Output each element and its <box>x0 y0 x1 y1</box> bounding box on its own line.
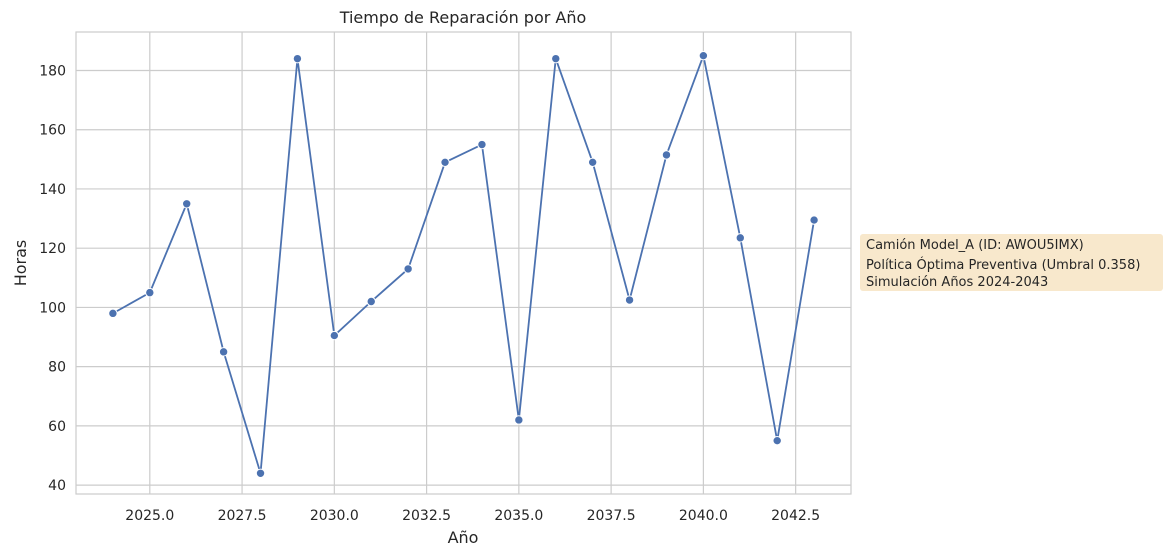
data-point <box>292 53 303 64</box>
grid <box>76 32 851 494</box>
x-tick-label: 2027.5 <box>218 508 267 524</box>
x-tick-label: 2042.5 <box>771 508 820 524</box>
data-point <box>329 330 340 341</box>
y-tick-label: 160 <box>39 123 66 139</box>
y-tick-label: 80 <box>48 360 66 376</box>
series-points <box>108 50 819 478</box>
y-axis-label: Horas <box>11 240 30 287</box>
data-point <box>182 199 192 209</box>
x-tick-label: 2040.0 <box>679 508 728 524</box>
x-tick-label: 2032.5 <box>402 508 451 524</box>
x-tick-label: 2037.5 <box>587 508 636 524</box>
data-point <box>698 50 709 61</box>
y-tick-label: 60 <box>48 419 66 435</box>
y-tick-label: 40 <box>48 478 66 494</box>
data-point <box>735 233 745 243</box>
y-tick-label: 140 <box>39 182 66 198</box>
y-tick-label: 180 <box>39 64 66 80</box>
data-point <box>661 150 672 160</box>
chart-title: Tiempo de Reparación por Año <box>339 8 587 27</box>
x-tick-label: 2035.0 <box>494 508 543 524</box>
data-point <box>218 347 229 357</box>
x-axis: 2025.0 2027.5 2030.0 2032.5 2035.0 2037.5 2040… <box>125 508 820 524</box>
plot-frame <box>75 31 852 495</box>
y-tick-label: 120 <box>39 241 66 257</box>
data-point <box>477 139 487 150</box>
x-tick-label: 2025.0 <box>125 508 174 524</box>
x-axis-label: Año <box>448 528 479 547</box>
data-point <box>440 157 450 168</box>
annotation-background <box>860 234 1163 291</box>
y-axis: 40 60 80 100 120 140 160 180 <box>39 64 66 495</box>
data-point <box>624 295 635 305</box>
data-point <box>108 308 118 319</box>
data-point <box>366 296 376 307</box>
series-line <box>112 52 815 474</box>
y-tick-label: 100 <box>39 300 66 316</box>
annotation-line-2: Política Óptima Preventiva (Umbral 0.358… <box>866 257 1140 273</box>
data-point <box>403 264 413 274</box>
data-point <box>514 415 524 425</box>
annotation-box: Camión Model_A (ID: AWOU5IMX) Política Ó… <box>860 234 1163 291</box>
data-point <box>772 435 782 446</box>
annotation-line-3: Simulación Años 2024-2043 <box>866 275 1048 290</box>
data-point <box>145 287 155 298</box>
data-point <box>587 157 598 168</box>
data-point <box>551 53 561 64</box>
data-point <box>809 215 819 225</box>
x-tick-label: 2030.0 <box>310 508 359 524</box>
annotation-line-1: Camión Model_A (ID: AWOU5IMX) <box>866 238 1084 253</box>
data-point <box>255 468 266 478</box>
